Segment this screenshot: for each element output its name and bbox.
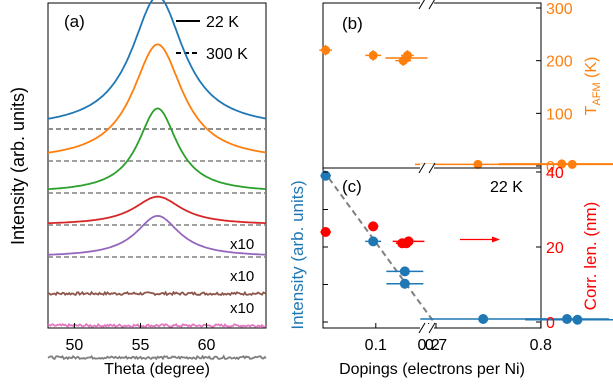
x10-annotation-2: x10 bbox=[230, 268, 254, 285]
panel-b: (b) 0 100 200 300 TAFM (K) bbox=[319, 1, 613, 176]
tafm-point bbox=[473, 159, 483, 169]
axis-break-middle-mark-1 bbox=[418, 162, 426, 174]
legend-300k-label: 300 K bbox=[206, 46, 248, 63]
curve-blue bbox=[47, 0, 267, 120]
corr-len-point bbox=[403, 236, 414, 247]
panel-a-label: (a) bbox=[64, 12, 85, 31]
panel-c-xlabel: Dopings (electrons per Ni) bbox=[339, 361, 525, 378]
axis-break-middle bbox=[418, 162, 436, 174]
panel-c-ylabel-left: Intensity (arb. units) bbox=[288, 180, 307, 329]
curve-gray bbox=[47, 354, 267, 361]
panel-b-right-ticks: 0 100 200 300 bbox=[536, 1, 573, 176]
axis-break-top-mark-1 bbox=[418, 0, 425, 10]
panel-a-curves bbox=[47, 0, 267, 361]
axis-break-bottom-gap bbox=[420, 324, 434, 332]
panel-b-ytick-label: 100 bbox=[546, 106, 573, 123]
legend-22k-label: 22 K bbox=[206, 14, 239, 31]
panel-a-xtick-label: 60 bbox=[198, 337, 216, 354]
curve-pink bbox=[47, 322, 267, 329]
panel-a-frame bbox=[47, 2, 267, 329]
intensity-point bbox=[572, 314, 583, 325]
panel-b-ytick-label: 0 bbox=[546, 159, 555, 176]
panel-b-label: (b) bbox=[342, 14, 363, 33]
curve-orange bbox=[47, 43, 267, 154]
intensity-point bbox=[399, 266, 410, 277]
axis-break-top bbox=[418, 0, 435, 10]
axis-break-top-gap bbox=[420, 0, 434, 7]
intensity-point bbox=[320, 170, 331, 181]
axis-break-middle-mark-2 bbox=[428, 162, 436, 174]
panel-c-ytick-label: 0 bbox=[546, 315, 555, 332]
panel-b-ytick-label: 300 bbox=[546, 1, 573, 18]
panel-b-ylabel-main: T bbox=[583, 105, 600, 115]
panel-c-xtick-label: 0.1 bbox=[365, 337, 387, 354]
panel-c-ylabel-right: Corr. len. (nm) bbox=[581, 202, 600, 311]
corr-len-point bbox=[368, 221, 379, 232]
panel-b-ylabel-sub: AFM bbox=[591, 82, 603, 105]
corr-len-point bbox=[320, 227, 331, 237]
panel-c-ytick-label: 20 bbox=[546, 240, 564, 257]
tafm-point bbox=[402, 50, 412, 60]
tafm-point bbox=[368, 50, 378, 60]
panel-b-points bbox=[319, 44, 613, 169]
panel-c-annotation: 22 K bbox=[490, 179, 523, 196]
axis-break-middle-gap bbox=[420, 164, 434, 172]
panel-a-xtick-label: 55 bbox=[132, 337, 150, 354]
curve-brown bbox=[47, 290, 267, 297]
panel-a-xlabel: Theta (degree) bbox=[104, 361, 210, 378]
panel-a-x-ticks: 50 55 60 bbox=[66, 323, 216, 354]
intensity-point bbox=[478, 314, 489, 324]
axis-break-bottom-mark-1 bbox=[418, 322, 426, 334]
axis-break-bottom bbox=[418, 322, 436, 334]
tafm-point bbox=[567, 159, 577, 169]
panel-a: (a) 22 K 300 K x10 x10 x10 50 55 60 Theta … bbox=[8, 0, 267, 378]
tafm-point bbox=[321, 45, 331, 55]
panel-c-ytick-label: 40 bbox=[546, 165, 564, 182]
panel-b-ylabel: TAFM (K) bbox=[583, 57, 603, 116]
panel-c-trend-line bbox=[322, 169, 435, 323]
intensity-point bbox=[368, 236, 379, 247]
panel-c-label: (c) bbox=[342, 177, 362, 196]
curve-red bbox=[48, 195, 266, 225]
axis-break-top-mark-2 bbox=[428, 0, 435, 10]
panel-a-ylabel: Intensity (arb. units) bbox=[8, 87, 28, 245]
axis-break-bottom-mark-2 bbox=[428, 322, 436, 334]
curve-green bbox=[47, 107, 267, 191]
curve-purple bbox=[48, 214, 267, 256]
panel-c-right-ticks: 0 20 40 bbox=[323, 165, 564, 332]
panel-c-points bbox=[320, 170, 613, 325]
panel-c-xtick-label: 0.7 bbox=[425, 337, 447, 354]
x10-annotation-1: x10 bbox=[230, 236, 254, 253]
x10-annotation-3: x10 bbox=[230, 300, 254, 317]
panel-c-xtick-label: 0.2 bbox=[417, 337, 439, 354]
panel-a-dashed-baselines bbox=[48, 128, 266, 258]
panel-a-xtick-label: 50 bbox=[66, 337, 84, 354]
panel-c-x-ticks: 0.10.20.70.80.9 bbox=[365, 323, 552, 354]
trend-dashed-line bbox=[322, 169, 435, 323]
panel-b-ytick-label: 200 bbox=[546, 54, 573, 71]
panel-a-legend: 22 K 300 K bbox=[176, 14, 248, 63]
arrow-head bbox=[492, 236, 500, 243]
panel-b-ylabel-suffix: (K) bbox=[583, 57, 600, 83]
panel-c-xtick-label: 0.8 bbox=[530, 337, 552, 354]
intensity-point bbox=[399, 278, 410, 289]
